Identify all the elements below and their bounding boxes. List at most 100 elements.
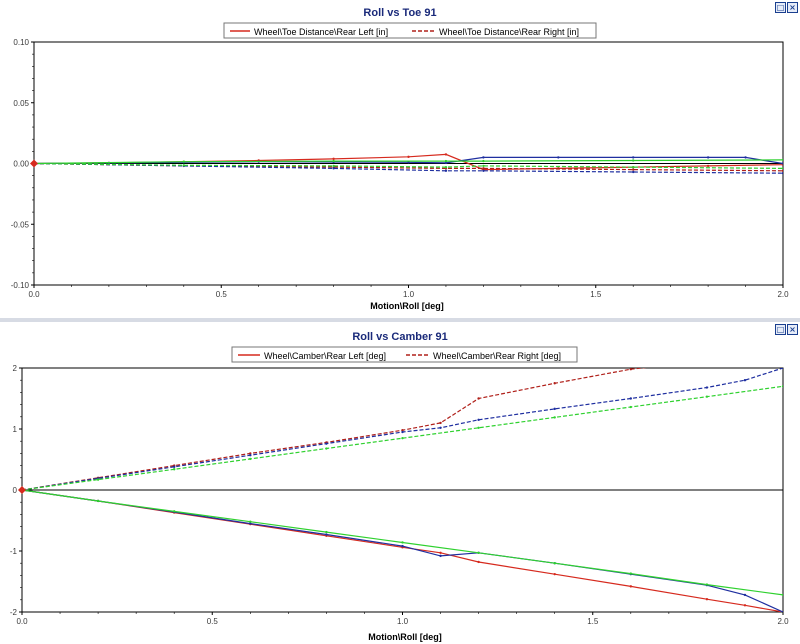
chart-title: Roll vs Camber 91 [352,331,447,343]
data-point [439,426,442,429]
y-tick-label: -1 [10,547,18,556]
data-point [444,161,448,165]
legend: Wheel\Toe Distance\Rear Left [in] Wheel\… [223,22,597,39]
data-point [332,164,335,168]
data-point [444,159,448,163]
data-point [439,551,442,555]
data-point [705,583,709,586]
data-point [632,168,635,171]
data-point [482,156,485,159]
x-tick-label: 0.0 [16,617,28,626]
x-tick-label: 0.0 [28,290,40,299]
data-point [482,169,485,172]
data-point [325,447,328,450]
data-point [401,436,404,440]
data-point [781,158,783,162]
y-tick-label: 0.10 [13,38,29,47]
y-tick-label: -0.10 [11,281,30,290]
y-tick-label: 1 [13,425,18,434]
chart-panel-toe: □ × Roll vs Toe 91 Wheel\Toe Distance\Re… [0,0,800,318]
close-window-button[interactable]: × [787,324,798,335]
y-tick-label: 0.05 [13,99,29,108]
data-point [332,167,335,170]
data-point [632,159,635,162]
data-point [325,530,328,534]
x-tick-label: 1.0 [403,290,415,299]
data-point [325,533,328,536]
chart-title: Roll vs Toe 91 [363,7,436,19]
data-point [482,164,485,168]
data-point [781,167,783,170]
data-point [325,442,328,445]
close-window-button[interactable]: × [787,2,798,13]
data-point [249,522,252,525]
data-point [332,159,335,163]
data-point [477,560,480,564]
data-point [173,465,176,469]
data-point [632,170,635,174]
data-point [482,159,485,163]
data-point [557,156,560,159]
y-tick-label: 0.00 [13,160,29,169]
origin-marker [30,159,38,168]
data-point [706,156,710,159]
data-point [743,379,747,382]
legend-label: Wheel\Camber\Rear Left [deg] [264,351,386,361]
legend-label: Wheel\Toe Distance\Rear Right [in] [439,27,579,37]
data-point [553,562,556,565]
data-point [173,510,176,513]
data-point [249,520,252,523]
data-point [96,499,100,503]
data-point [744,156,747,159]
legend-label: Wheel\Toe Distance\Rear Left [in] [254,27,388,37]
data-point [401,430,404,434]
data-point [477,397,480,400]
window-buttons: □ × [774,324,798,335]
data-point [705,386,709,389]
data-point [705,395,709,398]
x-axis-label: Motion\Roll [deg] [370,301,443,311]
data-point [632,165,635,169]
data-point [444,153,448,156]
series-group [34,153,783,175]
data-point [477,551,480,555]
restore-window-button[interactable]: □ [775,324,786,335]
data-point [781,385,783,388]
data-point [439,554,442,558]
x-tick-label: 1.0 [397,617,409,626]
window-buttons: □ × [774,2,798,13]
x-tick-label: 2.0 [777,617,789,626]
camber-chart: Roll vs Camber 91 Wheel\Camber\Rear Left… [10,331,789,642]
data-point [332,157,335,161]
restore-window-button[interactable]: □ [775,2,786,13]
data-point [477,426,480,429]
data-point [632,156,635,159]
data-point [553,382,556,385]
data-point [781,169,783,172]
data-point [553,572,556,576]
data-point [706,164,710,168]
data-point [553,416,556,419]
data-point [629,397,632,400]
data-point [781,172,783,175]
data-point [482,167,485,170]
x-tick-label: 0.5 [216,290,228,299]
toe-chart: Roll vs Toe 91 Wheel\Toe Distance\Rear L… [11,7,789,311]
origin-marker [18,486,26,494]
x-tick-label: 0.5 [207,617,219,626]
data-point [781,593,783,597]
data-point [444,169,448,172]
data-point [629,405,632,409]
data-point [553,407,556,411]
legend: Wheel\Camber\Rear Left [deg] Wheel\Cambe… [231,346,578,363]
data-point [249,454,252,457]
data-point [407,155,410,159]
legend-label: Wheel\Camber\Rear Right [deg] [433,351,561,361]
chart-panel-camber: □ × Roll vs Camber 91 Wheel\Camber\Rear … [0,318,800,644]
y-tick-label: -2 [10,608,18,617]
data-point [629,368,632,371]
data-point [781,162,783,165]
data-point [401,429,404,432]
data-point [743,604,747,607]
data-point [629,585,632,588]
